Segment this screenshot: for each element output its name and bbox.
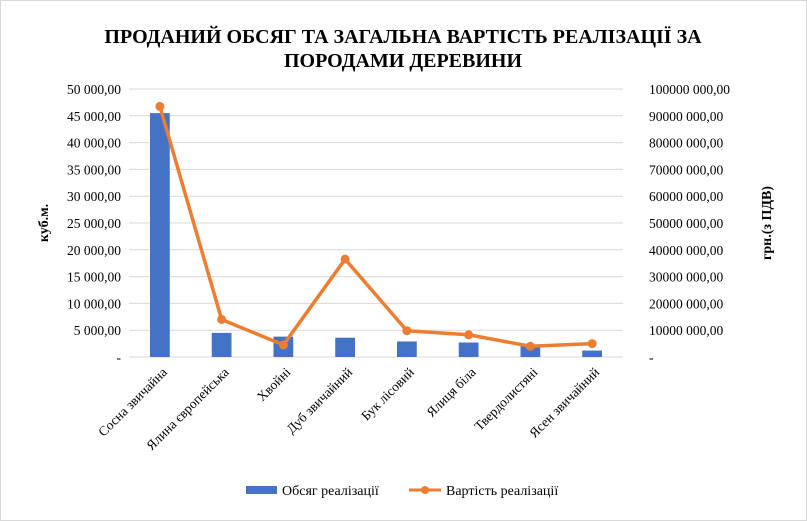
line-point-0 <box>155 101 165 111</box>
right-tick-label: 10000 000,00 <box>649 323 724 338</box>
bar-4 <box>396 341 417 357</box>
line-series <box>155 101 597 351</box>
chart-title-line-2: ПОРОДАМИ ДЕРЕВИНИ <box>284 50 523 72</box>
line-point-7 <box>587 339 597 349</box>
left-tick-label: 15 000,00 <box>67 270 121 285</box>
right-tick-label: 40000 000,00 <box>649 243 724 258</box>
legend: Обсяг реалізації Вартість реалізації <box>246 484 558 499</box>
right-axis-title: грн.(з ПДВ) <box>760 186 775 260</box>
line-path <box>158 105 593 349</box>
line-point-3 <box>340 254 350 264</box>
left-tick-label: 45 000,00 <box>67 109 121 124</box>
bar-1 <box>211 332 232 357</box>
left-tick-label: 10 000,00 <box>67 296 121 311</box>
category-label: Бук лісовий <box>358 365 417 424</box>
line-point-2 <box>278 340 288 350</box>
right-tick-label: - <box>649 350 654 365</box>
bar-3 <box>335 337 356 357</box>
bar-series <box>149 113 603 358</box>
right-tick-label: 70000 000,00 <box>649 162 724 177</box>
left-tick-label: 5 000,00 <box>74 323 122 338</box>
line-point-1 <box>217 314 227 324</box>
left-tick-label: 50 000,00 <box>67 82 121 97</box>
right-tick-label: 20000 000,00 <box>649 296 724 311</box>
left-tick-label: 40 000,00 <box>67 136 121 151</box>
category-label: Ялиця біла <box>424 365 479 420</box>
bar-0 <box>149 113 170 358</box>
left-tick-label: 35 000,00 <box>67 162 121 177</box>
right-tick-label: 50000 000,00 <box>649 216 724 231</box>
legend-line-marker <box>421 486 429 494</box>
line-point-5 <box>464 330 474 340</box>
line-point-6 <box>525 341 535 351</box>
right-tick-label: 90000 000,00 <box>649 109 724 124</box>
category-label: Твердолистяні <box>471 364 540 433</box>
bar-7 <box>582 350 603 357</box>
line-point-4 <box>402 326 412 336</box>
legend-bar-label: Обсяг реалізації <box>282 484 379 499</box>
left-tick-label: - <box>117 350 122 365</box>
right-tick-label: 100000 000,00 <box>649 82 730 97</box>
right-tick-label: 60000 000,00 <box>649 189 724 204</box>
chart-title-line-1: ПРОДАНИЙ ОБСЯГ ТА ЗАГАЛЬНА ВАРТІСТЬ РЕАЛ… <box>104 25 702 48</box>
legend-line-label: Вартість реалізації <box>446 484 558 499</box>
legend-bar-swatch <box>246 486 277 494</box>
right-tick-label: 80000 000,00 <box>649 136 724 151</box>
left-axis-ticks: - 5 000,00 10 000,00 15 000,00 20 000,00 25 0… <box>67 82 122 365</box>
left-axis-title: куб.м. <box>37 204 52 242</box>
left-tick-label: 30 000,00 <box>67 189 121 204</box>
gridlines <box>129 88 623 358</box>
bar-6 <box>520 346 541 357</box>
left-tick-label: 20 000,00 <box>67 243 121 258</box>
right-tick-label: 30000 000,00 <box>649 270 724 285</box>
bar-5 <box>458 342 479 357</box>
right-axis-ticks: - 10000 000,00 20000 000,00 30000 000,00 400… <box>649 82 730 365</box>
category-label: Дуб звичайний <box>283 365 355 437</box>
category-label: Хвойні <box>254 364 294 404</box>
left-tick-label: 25 000,00 <box>67 216 121 231</box>
